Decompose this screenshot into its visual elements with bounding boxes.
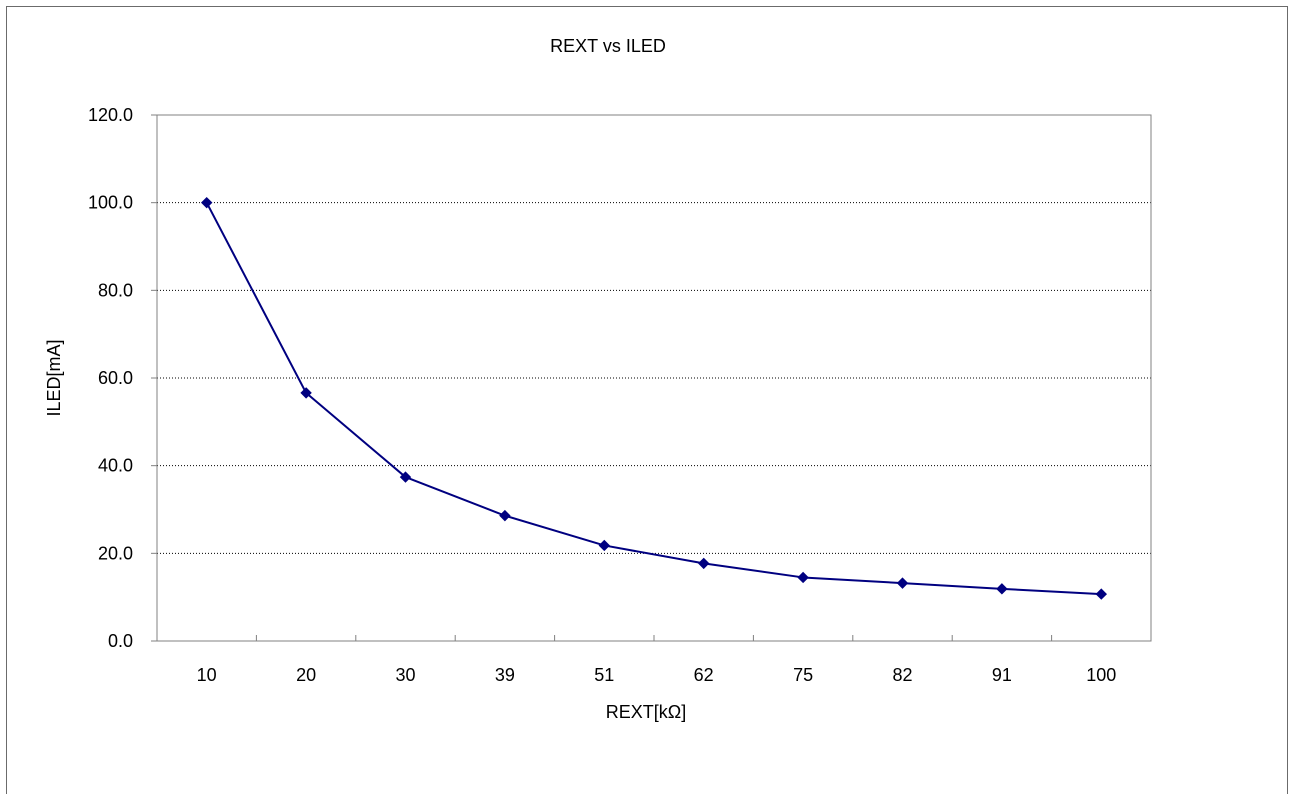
x-tick-label: 20 bbox=[296, 665, 316, 685]
chart-title: REXT vs ILED bbox=[550, 36, 666, 56]
y-tick-label: 0.0 bbox=[108, 631, 133, 651]
data-point bbox=[1095, 588, 1108, 600]
data-point bbox=[996, 583, 1008, 595]
data-point bbox=[598, 539, 611, 552]
x-axis-label: REXT[kΩ] bbox=[606, 702, 686, 722]
y-axis-label: ILED[mA] bbox=[44, 339, 64, 416]
x-tick-label: 39 bbox=[495, 665, 515, 685]
y-tick-label: 120.0 bbox=[88, 105, 133, 125]
data-point bbox=[697, 557, 710, 570]
x-axis-tick-labels: 10 20 30 39 51 62 75 82 91 100 bbox=[197, 665, 1117, 685]
x-tick-label: 62 bbox=[694, 665, 714, 685]
y-tick-label: 100.0 bbox=[88, 193, 133, 213]
x-tick-label: 51 bbox=[594, 665, 614, 685]
data-point bbox=[200, 196, 213, 209]
data-point bbox=[797, 571, 809, 584]
data-point bbox=[896, 577, 909, 589]
y-tick-label: 80.0 bbox=[98, 280, 133, 300]
y-tick-label: 60.0 bbox=[98, 368, 133, 388]
y-axis-ticks bbox=[151, 114, 157, 642]
x-tick-label: 10 bbox=[197, 665, 217, 685]
x-axis-ticks bbox=[255, 635, 1053, 641]
series-layer bbox=[200, 196, 1108, 600]
chart-frame bbox=[6, 6, 1288, 794]
y-tick-label: 20.0 bbox=[98, 543, 133, 563]
data-point bbox=[300, 387, 312, 399]
x-tick-label: 82 bbox=[892, 665, 912, 685]
y-tick-label: 40.0 bbox=[98, 456, 133, 476]
x-tick-label: 30 bbox=[395, 665, 415, 685]
gridlines bbox=[157, 202, 1151, 554]
y-axis-tick-labels: 0.0 20.0 40.0 60.0 80.0 100.0 120.0 bbox=[88, 105, 133, 651]
plot-area bbox=[156, 114, 1152, 642]
data-point bbox=[499, 509, 511, 522]
x-tick-label: 75 bbox=[793, 665, 813, 685]
x-tick-label: 91 bbox=[992, 665, 1012, 685]
series-line bbox=[205, 202, 1102, 596]
x-tick-label: 100 bbox=[1086, 665, 1116, 685]
data-point bbox=[399, 471, 412, 483]
